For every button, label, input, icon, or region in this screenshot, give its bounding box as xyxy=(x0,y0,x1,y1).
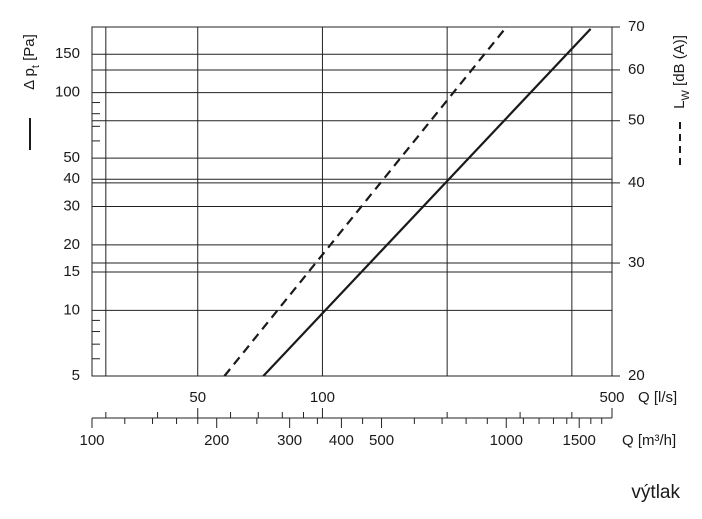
y-tick-label: 5 xyxy=(72,367,80,384)
y-tick-label: 30 xyxy=(63,197,80,214)
x2-tick-label: 1000 xyxy=(490,432,523,449)
x2-tick-label: 1500 xyxy=(563,432,596,449)
y-tick-label: 10 xyxy=(63,301,80,318)
y2-tick-label: 20 xyxy=(628,367,645,384)
y2-tick-label: 50 xyxy=(628,112,645,129)
x2-tick-label: 400 xyxy=(329,432,354,449)
y-tick-label: 50 xyxy=(63,149,80,166)
y-tick-label: 100 xyxy=(55,84,80,101)
footer: výtlak xyxy=(631,482,680,503)
x-tick-label: 50 xyxy=(189,389,206,406)
x2-tick-label: 300 xyxy=(277,432,302,449)
series-line xyxy=(223,26,508,377)
y-tick-label: 15 xyxy=(63,263,80,280)
y2-tick-label: 40 xyxy=(628,174,645,191)
plot-frame xyxy=(91,26,613,377)
y-axis-label: Δ pt [Pa] xyxy=(21,34,42,90)
x-axis-label: Q [l/s] xyxy=(638,389,677,406)
series-line xyxy=(262,28,592,377)
x2-tick-label: 100 xyxy=(79,432,104,449)
x2-axis-label: Q [m³/h] xyxy=(622,432,676,449)
y2-axis-label-part: W xyxy=(680,90,692,101)
y-axis-label-part: [Pa] xyxy=(21,34,38,65)
y-axis-label-part: Δ p xyxy=(21,68,38,90)
x2-tick-label: 200 xyxy=(204,432,229,449)
y2-axis-label-part: [dB (A)] xyxy=(671,35,688,90)
x-tick-label: 500 xyxy=(599,389,624,406)
y2-tick-label: 70 xyxy=(628,18,645,35)
y2-tick-label: 30 xyxy=(628,254,645,271)
x2-tick-label: 500 xyxy=(369,432,394,449)
y-tick-label: 150 xyxy=(55,45,80,62)
y2-axis-label-part: L xyxy=(671,101,688,109)
y-axis-label-part: t xyxy=(30,65,42,68)
x-tick-label: 100 xyxy=(310,389,335,406)
y2-axis-label: LW [dB (A)] xyxy=(671,35,692,109)
y-tick-label: 20 xyxy=(63,236,80,253)
y2-tick-label: 60 xyxy=(628,61,645,78)
y-tick-label: 40 xyxy=(63,170,80,187)
